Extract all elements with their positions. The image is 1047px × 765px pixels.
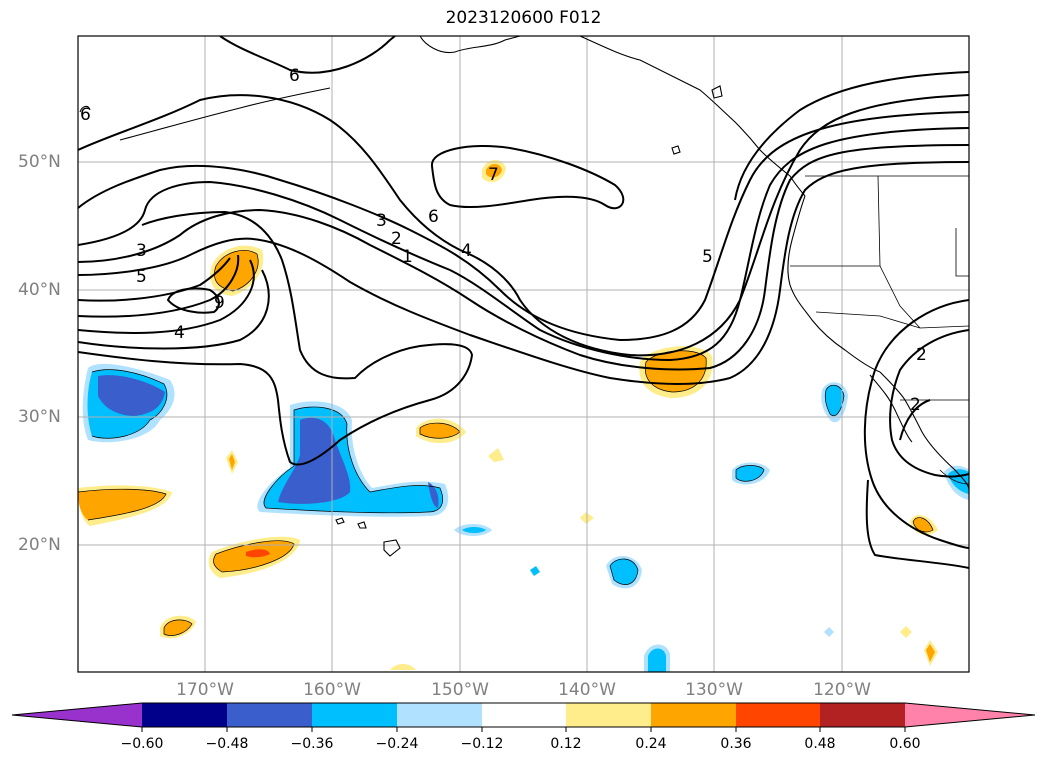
colorbar-tick-label: −0.36 xyxy=(290,736,334,752)
pos-anomaly-region xyxy=(926,644,935,662)
colorbar-segment xyxy=(820,703,905,727)
contour-label: 5 xyxy=(136,267,147,287)
anomaly-outlines xyxy=(78,250,934,636)
colorbar-tick-label: 0.12 xyxy=(550,736,582,752)
lon-label: 170°W xyxy=(176,680,234,700)
colorbar-tick-label: −0.60 xyxy=(120,736,164,752)
lon-label: 160°W xyxy=(303,680,361,700)
map-title: 2023120600 F012 xyxy=(445,8,602,28)
contour-label: 3 xyxy=(136,241,147,261)
pos-anomaly-region xyxy=(390,664,416,670)
colorbar-segment xyxy=(566,703,651,727)
colorbar xyxy=(11,702,1036,732)
contour-label: 6 xyxy=(289,66,300,86)
contour-label: 4 xyxy=(461,241,472,261)
colorbar-tick-label: 0.60 xyxy=(889,736,921,752)
neg-anomaly-region xyxy=(824,627,834,637)
colorbar-tick-label: −0.12 xyxy=(460,736,504,752)
colorbar-segment xyxy=(227,703,312,727)
pos-anomaly-region xyxy=(420,423,460,439)
colorbar-segment xyxy=(736,703,820,727)
pos-anomaly-region xyxy=(900,626,912,638)
graticule xyxy=(78,36,969,672)
neg-anomaly-region xyxy=(98,375,165,416)
anomaly-fills xyxy=(78,159,969,672)
neg-anomaly-region xyxy=(610,558,638,585)
map-frame xyxy=(77,35,970,673)
neg-anomaly-region xyxy=(736,465,764,482)
lon-label: 130°W xyxy=(685,680,743,700)
contour-label: 5 xyxy=(702,247,713,267)
colorbar-segment xyxy=(651,703,736,727)
contour-label: 3 xyxy=(376,211,387,231)
neg-anomaly-region xyxy=(462,527,486,533)
pos-anomaly-region xyxy=(246,549,270,558)
lon-label: 140°W xyxy=(558,680,616,700)
lat-label: 50°N xyxy=(18,152,61,172)
colorbar-segment xyxy=(482,703,566,727)
colorbar-segment xyxy=(312,703,397,727)
pos-anomaly-region xyxy=(164,619,192,636)
lat-label: 20°N xyxy=(18,535,61,555)
pos-anomaly-region xyxy=(913,517,933,532)
colorbar-tick-label: −0.24 xyxy=(375,736,419,752)
contour-label: 2 xyxy=(910,395,921,415)
borders xyxy=(790,175,969,485)
contour-label: 2 xyxy=(916,345,927,365)
lat-label: 40°N xyxy=(18,280,61,300)
lon-label: 120°W xyxy=(813,680,871,700)
contour-label: 4 xyxy=(174,323,185,343)
colorbar-segment xyxy=(12,703,142,727)
colorbar-tick-label: −0.48 xyxy=(205,736,249,752)
colorbar-segment xyxy=(142,703,227,727)
neg-anomaly-region xyxy=(530,566,540,576)
contour-label: 9 xyxy=(214,293,225,313)
isolines xyxy=(78,36,969,569)
pos-anomaly-region xyxy=(229,454,235,470)
neg-anomaly-region xyxy=(648,648,666,672)
contour-labels: 6 6 3 2 1 4 3 5 9 4 5 6 7 2 2 xyxy=(80,66,927,415)
lat-label: 30°N xyxy=(18,407,61,427)
colorbar-segment xyxy=(905,703,1035,727)
coastlines xyxy=(79,36,969,557)
pos-anomaly-region xyxy=(488,448,504,462)
colorbar-tick-label: 0.36 xyxy=(720,736,752,752)
pos-anomaly-region xyxy=(78,489,166,520)
contour-label: 2 xyxy=(391,229,402,249)
colorbar-segment xyxy=(397,703,482,727)
colorbar-tick-label: 0.24 xyxy=(635,736,667,752)
contour-label: 7 xyxy=(488,165,499,185)
contour-label: 6 xyxy=(428,207,439,227)
contour-label: 1 xyxy=(402,247,413,267)
colorbar-tick-label: 0.48 xyxy=(804,736,836,752)
pos-anomaly-region xyxy=(645,350,707,392)
neg-anomaly-region xyxy=(428,482,439,508)
lon-label: 150°W xyxy=(431,680,489,700)
neg-anomaly-region xyxy=(825,385,844,416)
pos-anomaly-region xyxy=(486,164,502,178)
contour-label: 6 xyxy=(80,105,91,125)
